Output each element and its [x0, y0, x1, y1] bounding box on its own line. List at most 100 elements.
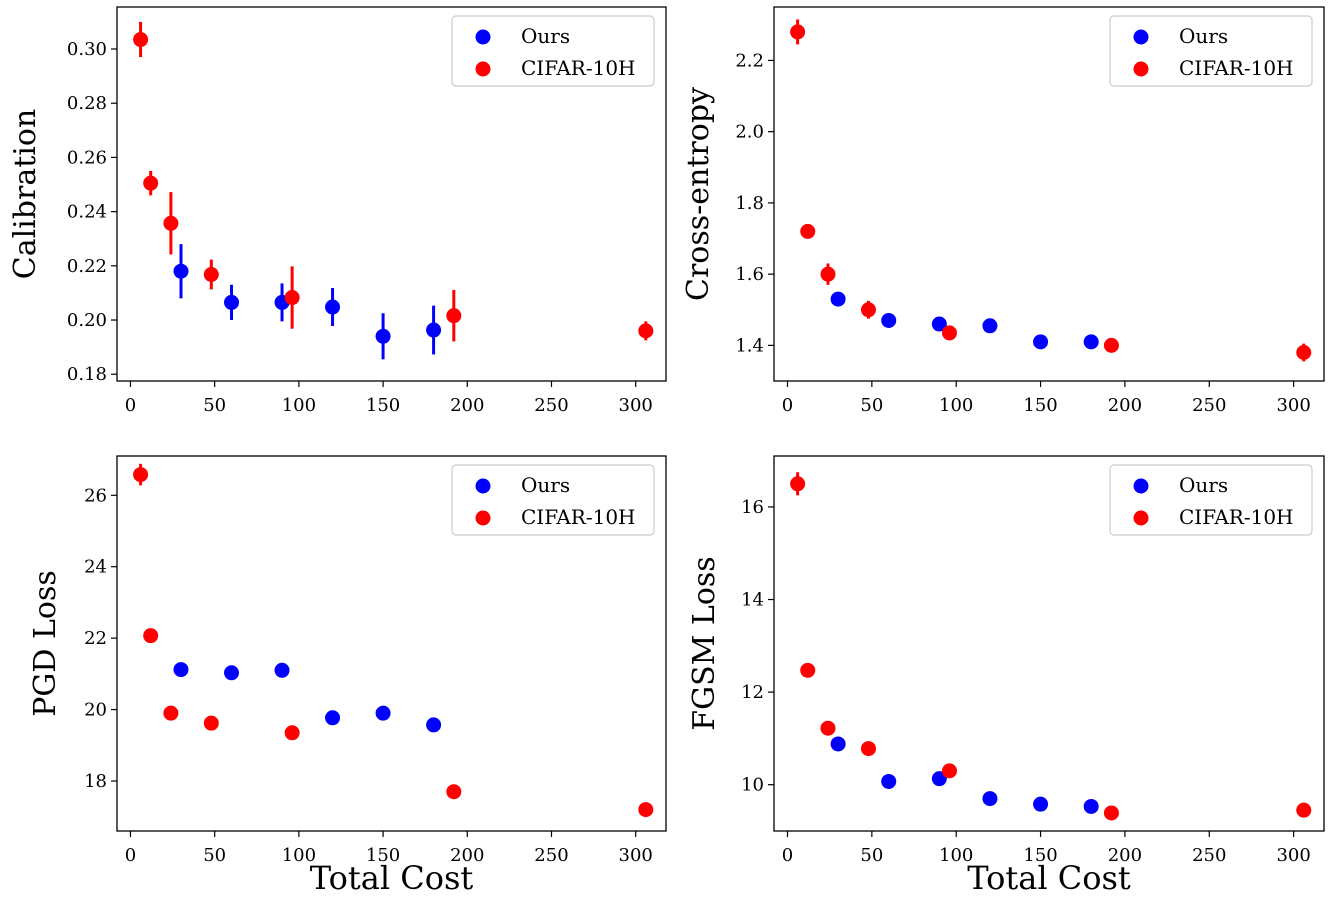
x-tick-label: 250	[1192, 845, 1226, 866]
y-tick-label: 24	[84, 557, 107, 578]
y-tick-label: 1.8	[735, 193, 764, 214]
data-point	[284, 725, 300, 741]
y-axis-label: Cross-entropy	[681, 87, 716, 301]
legend-box	[1109, 15, 1313, 87]
y-tick-label: 1.6	[735, 264, 764, 285]
data-point	[1103, 805, 1119, 821]
x-tick-label: 100	[939, 845, 973, 866]
series-ours	[830, 736, 1099, 814]
x-tick-label: 0	[782, 395, 793, 416]
x-tick-label: 150	[366, 845, 400, 866]
legend: Ours CIFAR-10H	[451, 15, 655, 87]
x-tick-label: 100	[939, 395, 973, 416]
y-tick-label: 0.30	[67, 39, 107, 60]
y-tick-label: 20	[84, 700, 107, 721]
data-point	[931, 771, 947, 787]
x-tick-label: 150	[1023, 845, 1057, 866]
x-tick-label: 300	[1276, 845, 1310, 866]
data-point	[375, 705, 391, 721]
x-tick-label: 0	[125, 395, 136, 416]
legend-box	[1109, 464, 1313, 536]
data-point	[426, 717, 442, 733]
y-tick-label: 18	[84, 771, 107, 792]
plot-frame	[773, 455, 1325, 832]
y-tick-label: 0.28	[67, 93, 107, 114]
data-point	[790, 476, 806, 492]
data-point	[881, 773, 897, 789]
legend: Ours CIFAR-10H	[451, 464, 655, 536]
y-tick-label: 12	[741, 682, 764, 703]
legend-marker	[475, 478, 491, 494]
data-point	[133, 32, 149, 48]
data-point	[1083, 798, 1099, 814]
y-tick-label: 0.22	[67, 256, 107, 277]
data-point	[163, 215, 179, 231]
legend-label: Ours	[1179, 24, 1228, 48]
y-tick-label: 0.24	[67, 202, 107, 223]
x-tick-label: 200	[450, 395, 484, 416]
legend: Ours CIFAR-10H	[1109, 15, 1313, 87]
x-tick-label: 0	[782, 845, 793, 866]
x-axis-label: Total Cost	[967, 859, 1131, 897]
x-tick-label: 150	[1023, 395, 1057, 416]
data-point	[941, 325, 957, 341]
y-tick-label: 1.4	[735, 335, 764, 356]
plot-frame	[773, 6, 1325, 382]
x-tick-label: 200	[1108, 395, 1142, 416]
data-point	[1296, 345, 1312, 361]
subplot-2: 0 50 100 150 200 250 300 1.4 1.6 1.8 2.0 2.2 Cross-e…	[681, 6, 1325, 416]
x-tick-label: 150	[366, 395, 400, 416]
legend-box	[451, 464, 655, 536]
data-point	[325, 299, 341, 315]
x-tick-label: 300	[1276, 395, 1310, 416]
data-point	[800, 662, 816, 678]
data-point	[203, 715, 219, 731]
data-point	[820, 266, 836, 282]
x-tick-label: 300	[619, 395, 653, 416]
data-point	[1103, 337, 1119, 353]
x-tick-label: 200	[1108, 845, 1142, 866]
data-point	[982, 318, 998, 334]
data-point	[820, 720, 836, 736]
data-point	[143, 628, 159, 644]
legend-label: CIFAR-10H	[1179, 56, 1294, 80]
data-point	[446, 784, 462, 800]
x-tick-label: 100	[282, 845, 316, 866]
y-axis-label: Calibration	[8, 109, 43, 280]
legend-label: CIFAR-10H	[521, 505, 636, 529]
data-point	[638, 802, 654, 818]
x-axis-label: Total Cost	[310, 859, 474, 897]
series-ours	[830, 291, 1099, 350]
x-tick-label: 250	[1192, 395, 1226, 416]
y-tick-label: 14	[741, 590, 764, 611]
x-tick-label: 250	[534, 845, 568, 866]
y-tick-label: 10	[741, 775, 764, 796]
legend-marker	[475, 29, 491, 45]
legend: Ours CIFAR-10H	[1109, 464, 1313, 536]
x-tick-label: 50	[203, 395, 226, 416]
series-cifar-10h	[790, 472, 1312, 821]
data-point	[173, 662, 189, 678]
data-point	[860, 741, 876, 757]
data-point	[931, 316, 947, 332]
legend-marker	[1133, 29, 1149, 45]
data-point	[982, 791, 998, 807]
legend-marker	[1133, 61, 1149, 77]
x-tick-label: 250	[534, 395, 568, 416]
y-tick-label: 2.0	[735, 122, 764, 143]
y-axis-label: FGSM Loss	[687, 556, 722, 730]
x-tick-label: 100	[282, 395, 316, 416]
subplot-4: 0 50 100 150 200 250 300 10 12 14 16 FGSM Loss Total…	[687, 455, 1325, 897]
legend-label: Ours	[521, 24, 570, 48]
y-tick-label: 2.2	[735, 50, 764, 71]
x-tick-label: 0	[125, 845, 136, 866]
y-tick-label: 0.26	[67, 147, 107, 168]
data-point	[881, 312, 897, 328]
data-point	[143, 175, 159, 191]
legend-box	[451, 15, 655, 87]
y-tick-label: 0.20	[67, 310, 107, 331]
x-tick-label: 50	[203, 845, 226, 866]
y-tick-label: 22	[84, 628, 107, 649]
y-tick-label: 0.18	[67, 364, 107, 385]
